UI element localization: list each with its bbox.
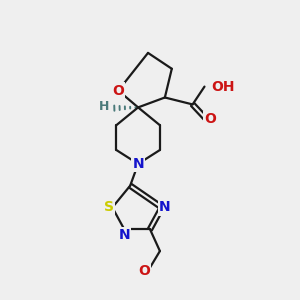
Text: N: N [118,228,130,242]
Text: S: S [104,200,114,214]
Text: N: N [132,157,144,171]
Text: H: H [99,100,110,113]
Text: O: O [205,112,216,126]
Text: O: O [138,264,150,278]
Text: OH: OH [212,80,235,94]
Text: N: N [159,200,171,214]
Text: O: O [112,84,124,98]
